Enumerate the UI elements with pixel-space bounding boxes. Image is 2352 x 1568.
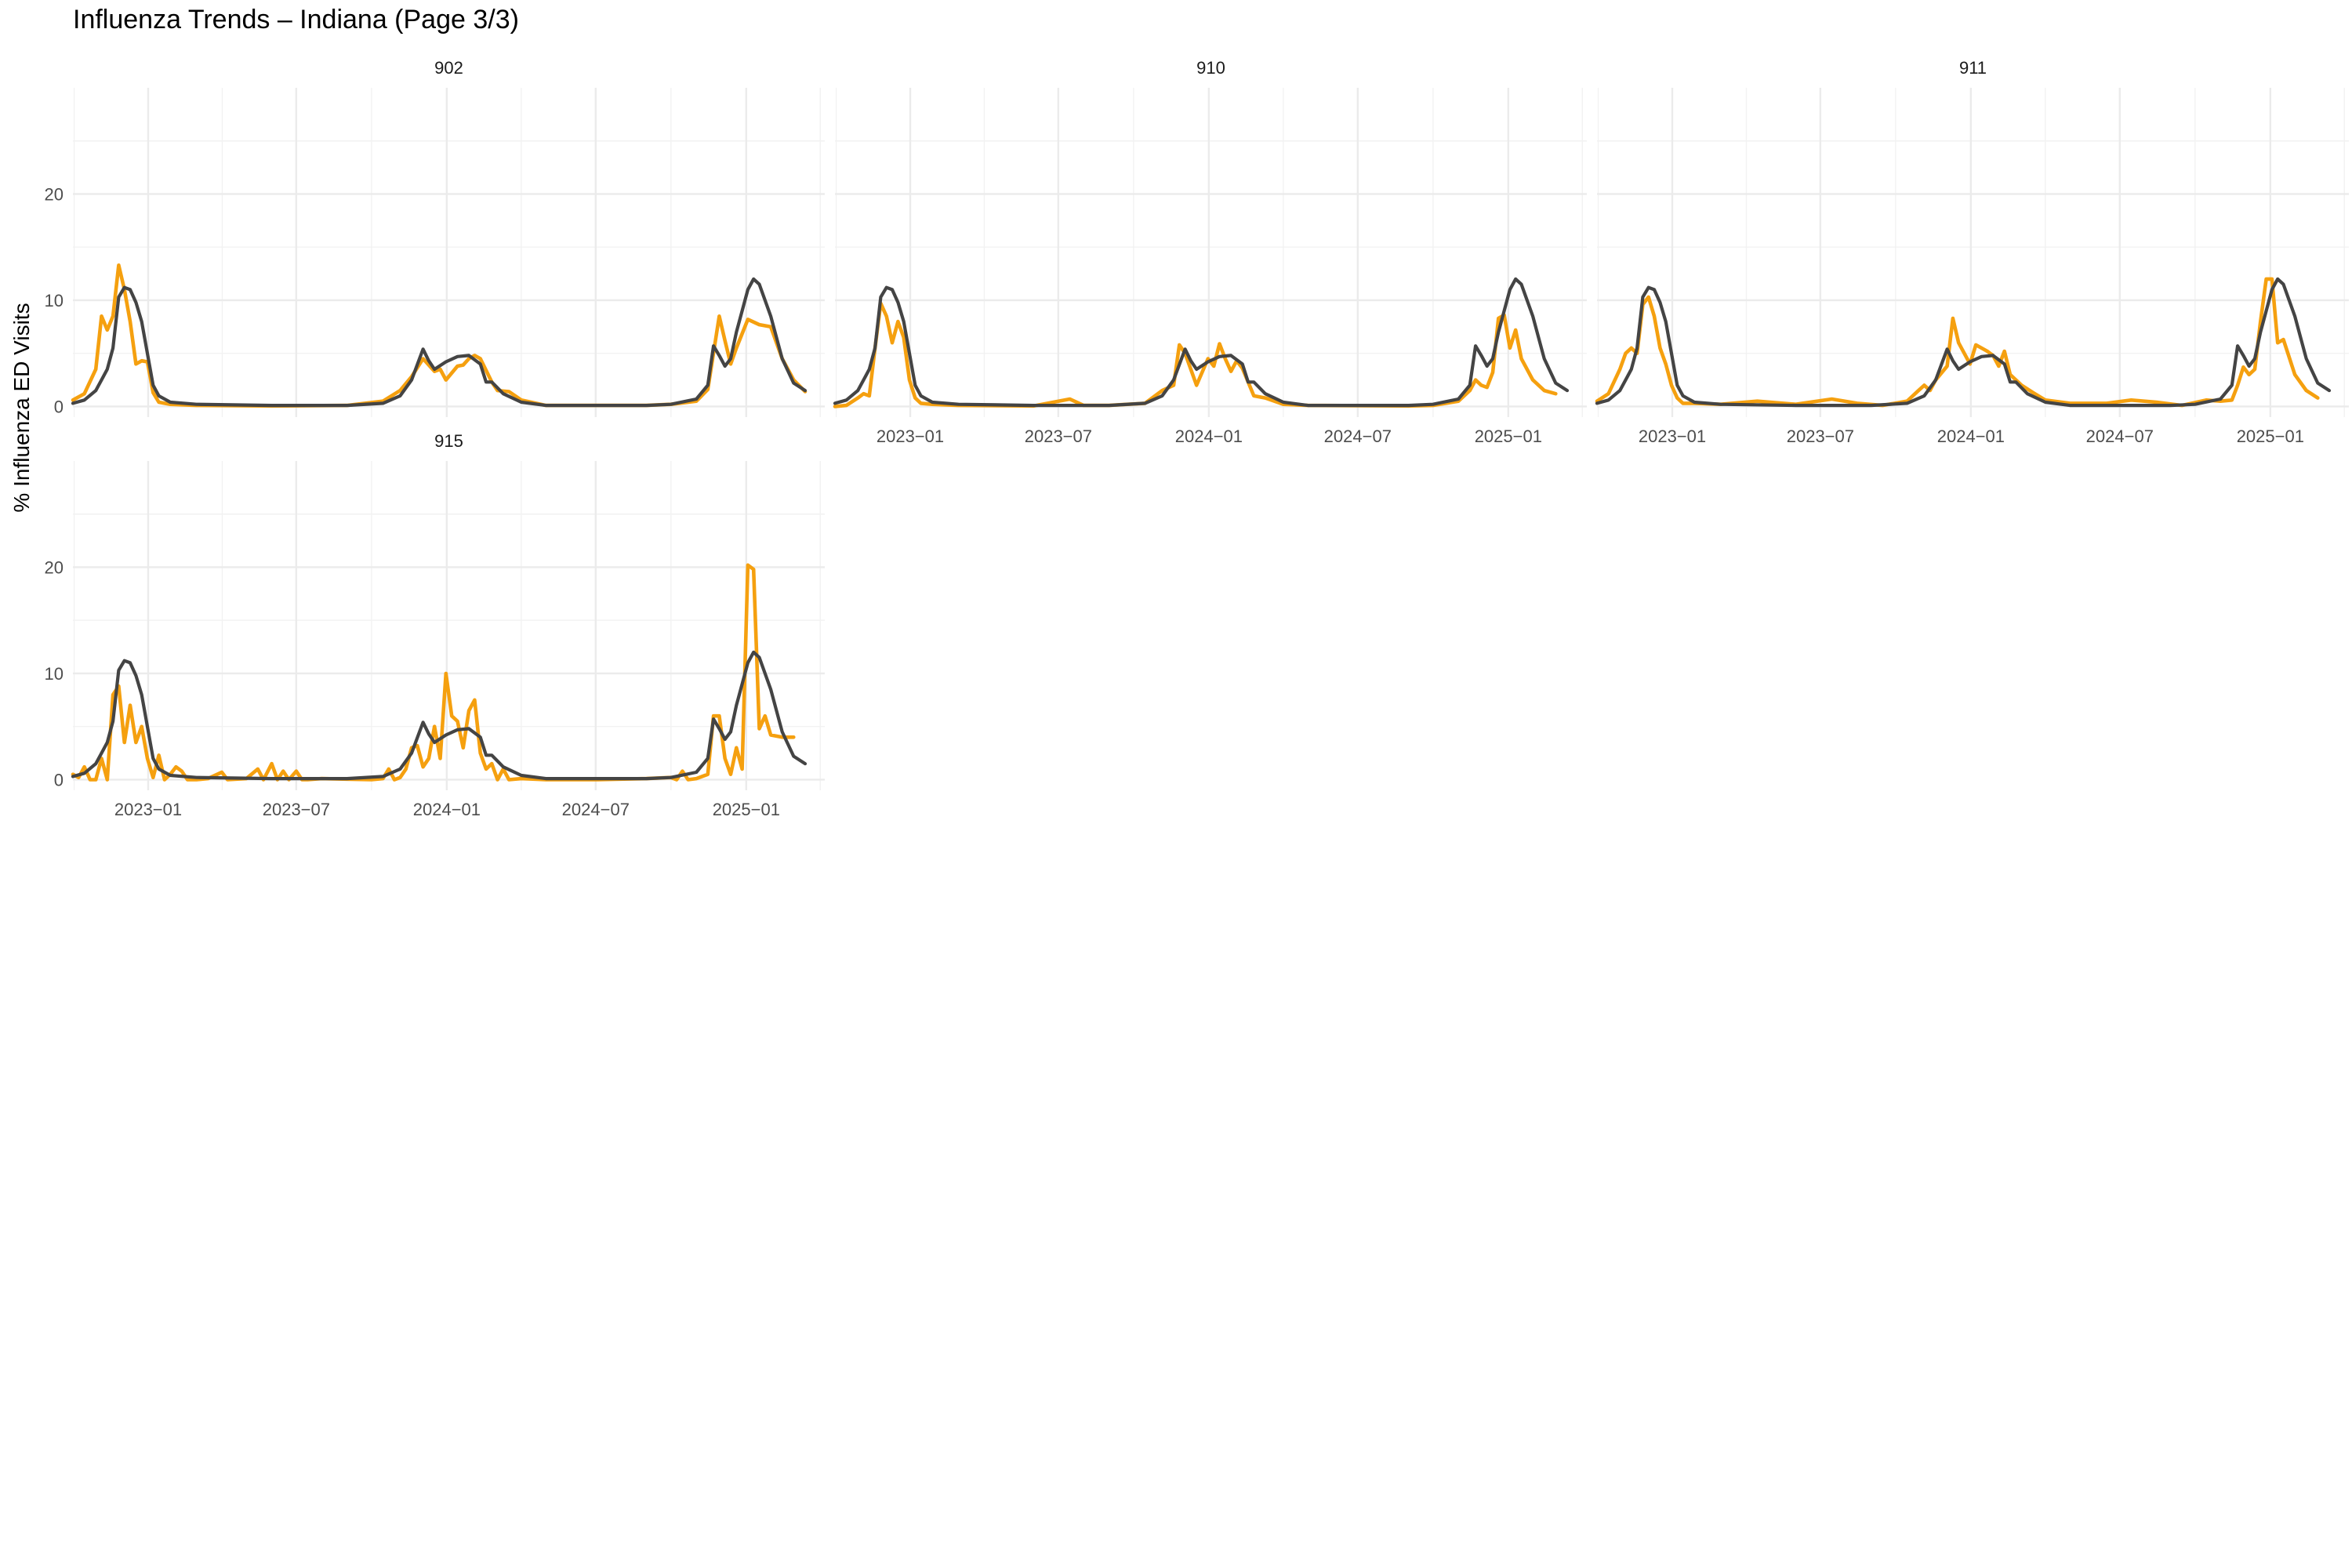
series-line-dark <box>71 650 808 781</box>
series-line-orange <box>833 301 1558 408</box>
panel-902: 902 0 10 20 <box>45 58 825 417</box>
x-tick-label: 2025−01 <box>1475 426 1542 446</box>
panel-label-915: 915 <box>434 431 463 451</box>
x-tick-label: 2023−01 <box>114 800 182 819</box>
x-tick-label: 2025−01 <box>713 800 780 819</box>
panel-910: 910 2023−01 2023−07 2024−01 2024−07 2025−01 <box>833 58 1587 446</box>
x-tick-label: 2023−07 <box>1787 426 1854 446</box>
x-tick-label: 2025−01 <box>2237 426 2304 446</box>
x-tick-label: 2023−07 <box>263 800 330 819</box>
panel-915: 915 0 10 20 2023−01 2023−07 2024−01 2024−07 2025… <box>45 431 825 819</box>
series-line-dark <box>71 277 808 408</box>
y-tick-label: 20 <box>45 557 64 577</box>
x-tick-label: 2023−01 <box>1639 426 1706 446</box>
y-tick-label: 10 <box>45 664 64 684</box>
series-line-orange <box>71 263 808 408</box>
series-line-dark <box>833 277 1570 408</box>
panel-label-902: 902 <box>434 58 463 78</box>
x-tick-label: 2024−01 <box>1937 426 2005 446</box>
series-line-dark <box>1595 277 2332 408</box>
x-tick-label: 2023−07 <box>1025 426 1092 446</box>
series-line-orange <box>1595 277 2320 408</box>
x-tick-label: 2024−07 <box>1324 426 1392 446</box>
panel-911: 911 2023−01 2023−07 2024−01 2024−07 2025−01 <box>1595 58 2349 446</box>
x-tick-label: 2024−01 <box>1175 426 1243 446</box>
x-tick-label: 2024−07 <box>2086 426 2154 446</box>
x-tick-label: 2024−07 <box>562 800 630 819</box>
x-tick-label: 2023−01 <box>877 426 944 446</box>
x-tick-label: 2024−01 <box>413 800 481 819</box>
y-tick-label: 10 <box>45 291 64 310</box>
y-tick-label: 0 <box>54 770 64 789</box>
chart-title: Influenza Trends – Indiana (Page 3/3) <box>73 5 519 34</box>
panel-label-910: 910 <box>1196 58 1225 78</box>
series-line-orange <box>71 563 796 782</box>
y-tick-label: 0 <box>54 397 64 416</box>
panel-label-911: 911 <box>1959 58 1987 78</box>
y-tick-label: 20 <box>45 184 64 204</box>
